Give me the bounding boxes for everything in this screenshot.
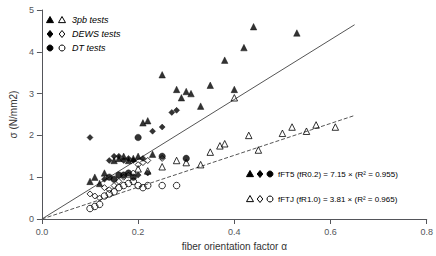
svg-text:0.0: 0.0 [36, 227, 49, 237]
svg-text:DT tests: DT tests [72, 43, 106, 53]
svg-text:2: 2 [29, 130, 34, 140]
svg-text:0: 0 [29, 214, 34, 224]
svg-text:fiber orientation factor α: fiber orientation factor α [182, 241, 287, 252]
svg-text:fFT5 (fR0.2) = 7.15 × (R² = 0.: fFT5 (fR0.2) = 7.15 × (R² = 0.955) [278, 170, 398, 179]
svg-text:3: 3 [29, 89, 34, 99]
svg-text:5: 5 [29, 5, 34, 15]
svg-text:3pb tests: 3pb tests [72, 15, 109, 25]
svg-text:DEWS tests: DEWS tests [72, 29, 121, 39]
svg-text:0.6: 0.6 [324, 227, 337, 237]
svg-text:0.4: 0.4 [228, 227, 241, 237]
svg-text:fFTJ (fR1.0) = 3.81 × (R² = 0.: fFTJ (fR1.0) = 3.81 × (R² = 0.965) [278, 195, 398, 204]
svg-text:σ (N/mm2): σ (N/mm2) [8, 91, 19, 139]
svg-text:1: 1 [29, 172, 34, 182]
svg-text:0.8: 0.8 [420, 227, 433, 237]
svg-text:0.2: 0.2 [132, 227, 145, 237]
svg-text:4: 4 [29, 47, 34, 57]
